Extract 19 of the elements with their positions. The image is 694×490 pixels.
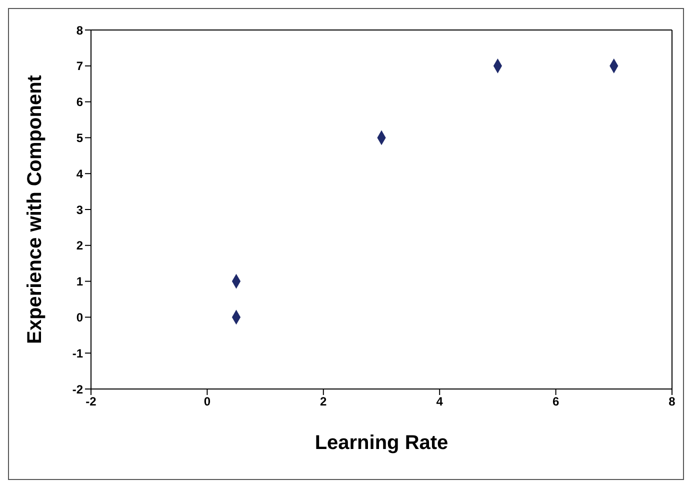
x-tick-label: 8: [668, 394, 676, 409]
y-tick-label: -2: [72, 382, 84, 396]
y-axis-title: Experience with Component: [24, 74, 46, 344]
y-tick-label: 7: [76, 59, 84, 74]
x-axis-title: Learning Rate: [314, 432, 448, 454]
x-tick-label: 4: [436, 394, 444, 409]
y-tick-label: 0: [76, 310, 84, 324]
y-tick-label: 8: [76, 23, 84, 38]
y-tick-label: 1: [76, 274, 84, 289]
x-tick-label: 2: [320, 394, 328, 409]
x-tick-label: 0: [204, 394, 211, 409]
y-tick-label: 3: [76, 202, 84, 217]
y-tick-label: 5: [76, 130, 84, 145]
y-tick-label: 4: [76, 166, 84, 181]
y-tick-label: 2: [76, 238, 84, 253]
y-tick-label: 6: [76, 95, 84, 110]
y-tick-label: -1: [72, 346, 84, 360]
x-tick-label: 6: [552, 394, 560, 409]
x-tick-label: -2: [86, 394, 97, 409]
